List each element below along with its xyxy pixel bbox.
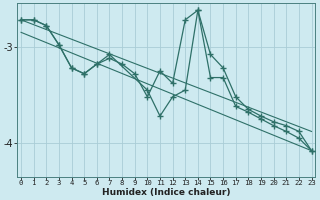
X-axis label: Humidex (Indice chaleur): Humidex (Indice chaleur)	[102, 188, 230, 197]
